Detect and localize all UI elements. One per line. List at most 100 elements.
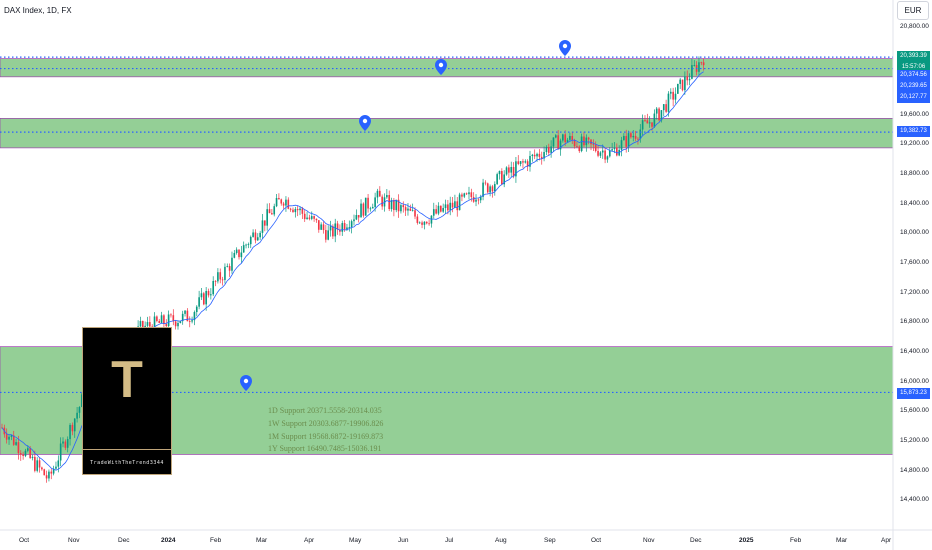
time-axis-label: Oct	[19, 537, 30, 544]
alert-pin-icon[interactable]	[559, 40, 571, 56]
alert-pin-icon[interactable]	[359, 115, 371, 131]
candle-body	[569, 135, 571, 140]
candle-body	[660, 110, 663, 121]
candle-body	[170, 314, 172, 316]
candle-body	[315, 218, 318, 221]
candle-body	[402, 205, 405, 208]
candle-body	[691, 65, 693, 79]
candle-body	[606, 156, 609, 160]
candle-body	[472, 197, 475, 202]
candle-body	[242, 245, 245, 253]
price-axis-label: 19,600.00	[900, 111, 929, 118]
candle-body	[141, 321, 144, 329]
candle-body	[442, 208, 444, 212]
time-axis-label: 2025	[739, 537, 754, 544]
candle-body	[634, 135, 637, 139]
candle-body	[233, 252, 236, 258]
candle-body	[451, 202, 454, 208]
candle-body	[465, 193, 468, 195]
candle-body	[252, 232, 254, 237]
candle-body	[625, 135, 628, 147]
candle-body	[50, 471, 53, 474]
price-axis-label: 18,400.00	[900, 200, 929, 207]
candle-body	[34, 456, 36, 471]
support-1d: 1D Support 20371.5558-20314.035	[268, 406, 382, 415]
candle-body	[702, 62, 705, 66]
candle-body	[550, 146, 552, 153]
candle-body	[428, 223, 430, 225]
time-axis-label: Jun	[398, 537, 409, 544]
candle-body	[186, 310, 189, 322]
candle-body	[531, 154, 534, 156]
candle-body	[407, 208, 409, 211]
candle-body	[440, 205, 442, 212]
candle-body	[374, 197, 376, 207]
candle-body	[395, 199, 398, 211]
price-axis-label: 17,600.00	[900, 259, 929, 266]
candle-body	[294, 209, 297, 213]
alert-pin-icon[interactable]	[240, 375, 252, 391]
price-axis-label: 16,400.00	[900, 348, 929, 355]
candle-body	[163, 315, 165, 325]
candle-body	[80, 394, 83, 408]
candle-body	[594, 144, 597, 151]
time-axis-label: 2024	[161, 537, 176, 544]
candle-body	[667, 93, 670, 112]
candle-body	[306, 217, 308, 220]
price-tag: 15,873.23	[897, 388, 930, 399]
candle-body	[580, 136, 583, 152]
candle-body	[411, 210, 414, 212]
time-axis-label: Apr	[881, 537, 892, 544]
candle-body	[435, 209, 437, 214]
candle-body	[590, 139, 592, 145]
support-1y: 1Y Support 16490.7485-15036.191	[268, 444, 382, 453]
candle-body	[611, 149, 613, 151]
candle-body	[421, 222, 423, 225]
candle-body	[371, 206, 374, 209]
candle-body	[339, 229, 341, 232]
candle-body	[334, 223, 337, 237]
candle-body	[479, 196, 482, 201]
price-tag: 20,374.56	[897, 70, 930, 81]
candle-body	[693, 65, 696, 66]
candle-body	[275, 198, 278, 207]
candle-body	[43, 469, 46, 476]
candle-body	[264, 220, 266, 226]
candle-body	[562, 134, 564, 141]
currency-button[interactable]: EUR	[897, 1, 929, 20]
candle-body	[585, 137, 588, 146]
candle-body	[508, 167, 510, 173]
candle-body	[149, 322, 151, 327]
candle-body	[362, 203, 365, 216]
candle-body	[346, 227, 348, 230]
candle-body	[36, 460, 39, 471]
candle-body	[336, 223, 339, 230]
time-axis-label: Oct	[591, 537, 602, 544]
candle-body	[646, 120, 649, 124]
candle-body	[623, 135, 625, 141]
time-axis-label: Apr	[304, 537, 315, 544]
candle-body	[8, 436, 10, 440]
candle-body	[630, 133, 632, 138]
alert-pin-icon[interactable]	[435, 59, 447, 75]
candle-body	[329, 226, 332, 231]
price-axis-label: 15,200.00	[900, 437, 929, 444]
candle-body	[224, 266, 226, 280]
candle-body	[238, 249, 240, 258]
candle-body	[167, 314, 170, 327]
candle-body	[566, 139, 569, 143]
candle-body	[493, 184, 496, 192]
time-axis-label: Nov	[643, 537, 655, 544]
time-axis-label: Sep	[544, 537, 556, 544]
support-zone-1	[0, 118, 894, 149]
candle-body	[17, 442, 20, 454]
support-zones	[0, 58, 894, 455]
logo: T TradeWithTheTrend3344	[82, 327, 172, 475]
candle-body	[207, 290, 210, 296]
candle-body	[299, 208, 301, 211]
candle-body	[160, 315, 163, 323]
candle-body	[627, 133, 630, 147]
candle-body	[322, 224, 325, 231]
candle-body	[655, 108, 658, 114]
candle-body	[76, 412, 78, 419]
